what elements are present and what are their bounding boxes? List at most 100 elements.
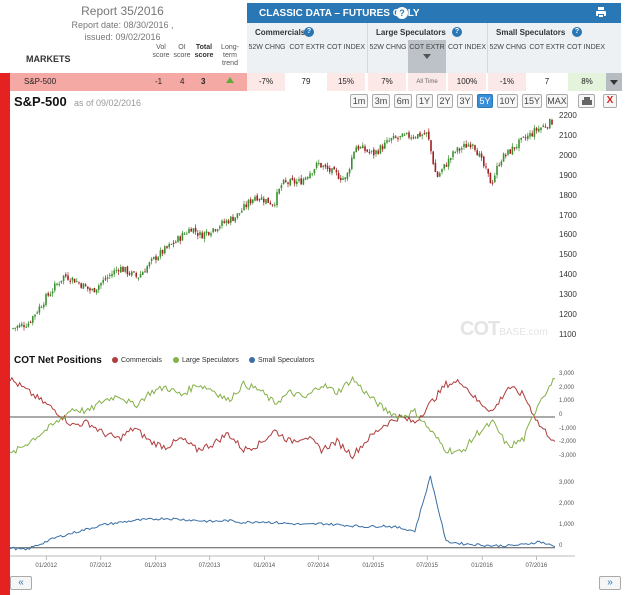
candle-body [260,197,263,200]
candle-body [522,136,525,138]
help-icon[interactable]: ? [452,27,462,37]
price-y-tick: 1400 [559,270,577,280]
candle-body [38,306,41,313]
candle-body [172,242,175,245]
candle-body [355,147,357,153]
legend-small-speculators[interactable]: Small Speculators [249,357,314,364]
candle-body [480,153,483,158]
candle-body [443,164,445,169]
market-name[interactable]: S&P-500 [24,77,57,86]
candle-body [340,177,342,180]
range-button-1y[interactable]: 1Y [416,94,433,108]
row-value-cell: 79 [287,73,325,91]
candle-body [463,143,465,148]
row-value-cell: 100% [448,73,486,91]
range-button-max[interactable]: MAX [546,94,568,108]
candle-body [474,145,476,150]
candle-body [87,286,89,289]
help-icon[interactable]: ? [396,7,408,19]
sub-header[interactable]: 52W CHNG [248,44,286,51]
sub-header[interactable]: COT INDEX [567,44,605,51]
markets-header: MARKETS [26,54,71,64]
candle-body [401,133,404,137]
price-y-tick: 1800 [559,190,577,200]
candle-body [309,173,311,179]
prev-button[interactable]: « [10,576,32,590]
range-button-5y[interactable]: 5Y [477,94,493,108]
candle-body [467,144,470,147]
candle-body [384,142,386,149]
total-score: 3 [201,77,206,86]
candle-body [117,270,120,272]
small-spec-y-tick: 2,000 [559,500,575,507]
price-y-tick: 1600 [559,230,577,240]
x-tick-label: 01/2015 [362,563,385,569]
candle-body [447,158,450,167]
candle-body [34,314,36,317]
sub-header[interactable]: 52W CHNG [489,44,527,51]
row-dropdown-button[interactable] [606,73,622,91]
candle-body [472,144,474,146]
candle-body [399,135,401,138]
candle-body [348,169,351,174]
candle-body [483,156,485,167]
help-icon[interactable]: ? [304,27,314,37]
sub-header[interactable]: 52W CHNG [369,44,407,51]
candle-body [115,269,118,271]
range-button-3y[interactable]: 3Y [457,94,473,108]
x-tick-label: 07/2013 [198,563,221,569]
range-button-2y[interactable]: 2Y [437,94,453,108]
next-button[interactable]: » [599,576,621,590]
candle-body [344,177,346,180]
range-button-6m[interactable]: 6m [394,94,412,108]
legend-large-speculators[interactable]: Large Speculators [173,357,239,364]
candle-body [465,143,467,148]
candle-body [238,213,241,215]
print-icon[interactable] [595,7,607,19]
sub-header[interactable]: COT INDEX [327,44,365,51]
help-icon[interactable]: ? [572,27,582,37]
sub-header[interactable]: COT INDEX [448,44,486,51]
series-large-speculators [10,375,556,455]
candle-body [168,243,170,248]
candle-body [421,134,423,136]
candle-body [263,198,265,203]
report-date: Report date: 08/30/2016 , [71,20,174,30]
range-button-15y[interactable]: 15Y [522,94,542,108]
candle-body [197,233,199,236]
candle-body [157,257,159,261]
candle-body [502,153,505,162]
candle-body [403,134,406,136]
candle-body [243,204,245,211]
candle-body [80,283,82,288]
range-button-10y[interactable]: 10Y [497,94,518,108]
candle-body [27,323,30,327]
candle-body [300,178,302,185]
candle-body [120,266,122,273]
group-large-speculators: Large Speculators ? 52W CHNG COT EXTR CO… [368,23,488,73]
candle-body [135,272,137,277]
candle-body [49,294,52,297]
trend-up-icon [226,77,234,83]
cotbase-watermark: COTBASE.com [460,318,548,340]
candle-body [89,288,91,291]
sub-header[interactable]: COT EXTR [289,44,325,51]
candle-body [538,128,540,132]
legend-commercials[interactable]: Commercials [112,357,162,364]
print-chart-button[interactable] [578,94,595,108]
candle-body [214,229,217,231]
sub-header[interactable]: COT EXTR [529,44,565,51]
range-button-1m[interactable]: 1m [350,94,368,108]
candle-body [76,281,78,283]
candle-body [212,228,214,233]
candle-body [392,135,395,139]
market-row-sp500[interactable]: S&P-500 -1 4 3 -7% 79 15% 7% All Time 100% -1%… [0,73,622,91]
close-chart-button[interactable]: X [603,94,617,108]
sub-header-selected[interactable]: COT EXTR [408,40,446,73]
x-tick-label: 01/2012 [35,563,58,569]
candle-body [18,324,21,328]
series-small-speculators [9,475,556,551]
range-button-3m[interactable]: 3m [372,94,390,108]
candle-body [241,210,243,213]
